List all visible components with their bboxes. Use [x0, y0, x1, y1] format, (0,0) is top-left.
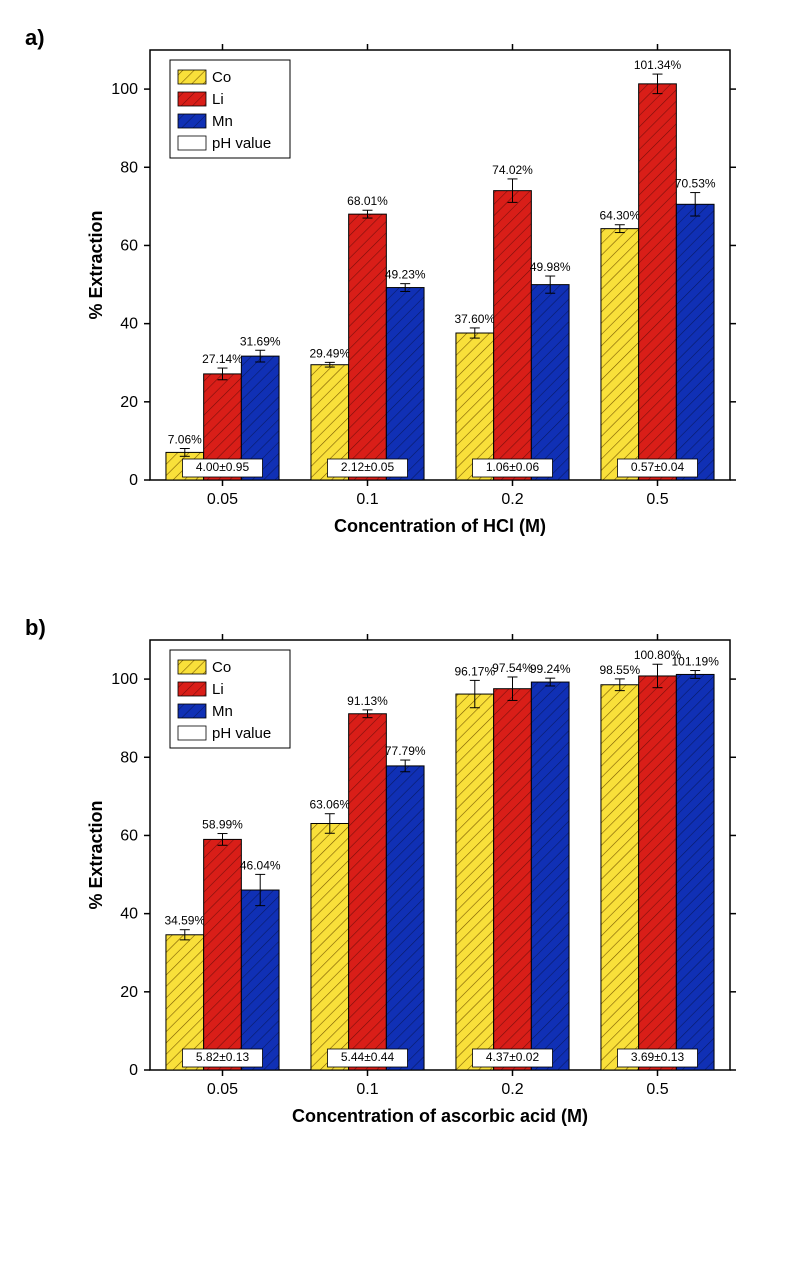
- bar-value-label: 49.98%: [530, 260, 571, 274]
- svg-text:80: 80: [120, 159, 138, 176]
- legend: Co Li Mn pH value: [170, 650, 290, 748]
- ph-value-label: 5.44±0.44: [341, 1050, 395, 1064]
- bar-value-label: 29.49%: [309, 346, 350, 360]
- bar: [204, 839, 242, 1070]
- svg-text:60: 60: [120, 237, 138, 254]
- svg-text:0.05: 0.05: [207, 491, 238, 508]
- legend-item-label: pH value: [212, 725, 271, 742]
- bar: [386, 288, 424, 480]
- ph-value-label: 3.69±0.13: [631, 1050, 685, 1064]
- legend-item-label: Co: [212, 69, 231, 86]
- bar-value-label: 99.24%: [530, 662, 571, 676]
- x-axis-label: Concentration of HCl (M): [334, 516, 546, 536]
- bar-value-label: 101.34%: [634, 58, 682, 72]
- svg-text:0.2: 0.2: [501, 491, 523, 508]
- bar: [676, 674, 714, 1070]
- svg-text:0.2: 0.2: [501, 1081, 523, 1098]
- bar-value-label: 34.59%: [164, 914, 205, 928]
- svg-text:20: 20: [120, 984, 138, 1001]
- bar-value-label: 77.79%: [385, 744, 426, 758]
- bar: [639, 84, 677, 480]
- ph-value-label: 4.37±0.02: [486, 1050, 540, 1064]
- x-axis-label: Concentration of ascorbic acid (M): [292, 1106, 588, 1126]
- bar-value-label: 101.19%: [672, 655, 720, 669]
- legend-item-label: Mn: [212, 113, 233, 130]
- chart-panel: b) 0 20 40 60 80 100 0.05 0.1 0.2 0.5 34.59% 58.99% 4…: [20, 610, 767, 1140]
- bar: [456, 333, 494, 480]
- legend-item-label: Mn: [212, 703, 233, 720]
- bar: [531, 682, 569, 1070]
- y-axis-label: % Extraction: [86, 210, 106, 319]
- svg-text:100: 100: [111, 81, 138, 98]
- bar: [494, 689, 532, 1070]
- legend-item-label: pH value: [212, 135, 271, 152]
- bar: [456, 694, 494, 1070]
- bar-value-label: 74.02%: [492, 163, 533, 177]
- bar: [601, 229, 639, 480]
- legend-item-label: Li: [212, 91, 224, 108]
- bar: [531, 285, 569, 480]
- bar-value-label: 98.55%: [599, 663, 640, 677]
- bar: [494, 191, 532, 480]
- panel-letter: a): [25, 25, 45, 51]
- bar-value-label: 70.53%: [675, 177, 716, 191]
- panel-letter: b): [25, 615, 46, 641]
- ph-value-label: 4.00±0.95: [196, 460, 250, 474]
- svg-text:80: 80: [120, 749, 138, 766]
- bar: [601, 685, 639, 1070]
- ph-value-label: 2.12±0.05: [341, 460, 395, 474]
- bar-value-label: 97.54%: [492, 661, 533, 675]
- svg-text:0.1: 0.1: [356, 491, 378, 508]
- svg-text:40: 40: [120, 906, 138, 923]
- bar-value-label: 64.30%: [599, 209, 640, 223]
- bar-value-label: 7.06%: [168, 432, 202, 446]
- y-axis-label: % Extraction: [86, 800, 106, 909]
- bar: [639, 676, 677, 1070]
- bar: [241, 890, 279, 1070]
- bar-value-label: 31.69%: [240, 334, 281, 348]
- bar-value-label: 91.13%: [347, 694, 388, 708]
- chart-panel: a) 0 20 40 60 80 100 0.05 0.1 0.2 0.5 7.06% 27.14% 31…: [20, 20, 767, 550]
- ph-value-label: 5.82±0.13: [196, 1050, 250, 1064]
- chart-svg-wrap: 0 20 40 60 80 100 0.05 0.1 0.2 0.5 34.59% 58.99% 46.…: [80, 610, 720, 1140]
- bar-value-label: 49.23%: [385, 268, 426, 282]
- legend-item-label: Co: [212, 659, 231, 676]
- bar-value-label: 27.14%: [202, 352, 243, 366]
- svg-text:0.5: 0.5: [646, 1081, 668, 1098]
- ph-value-label: 1.06±0.06: [486, 460, 540, 474]
- bar-value-label: 58.99%: [202, 818, 243, 832]
- svg-text:0.05: 0.05: [207, 1081, 238, 1098]
- svg-text:20: 20: [120, 394, 138, 411]
- svg-text:0: 0: [129, 472, 138, 489]
- ph-value-label: 0.57±0.04: [631, 460, 685, 474]
- bar-value-label: 46.04%: [240, 858, 281, 872]
- bar: [311, 823, 349, 1070]
- svg-text:0: 0: [129, 1062, 138, 1079]
- bar-value-label: 37.60%: [454, 312, 495, 326]
- svg-text:100: 100: [111, 671, 138, 688]
- bar-value-label: 68.01%: [347, 194, 388, 208]
- legend: Co Li Mn pH value: [170, 60, 290, 158]
- bar: [349, 714, 387, 1070]
- bar: [676, 204, 714, 480]
- bar: [349, 214, 387, 480]
- bar-value-label: 96.17%: [454, 664, 495, 678]
- legend-item-label: Li: [212, 681, 224, 698]
- svg-text:40: 40: [120, 316, 138, 333]
- svg-text:0.1: 0.1: [356, 1081, 378, 1098]
- bar: [386, 766, 424, 1070]
- chart-svg-wrap: 0 20 40 60 80 100 0.05 0.1 0.2 0.5 7.06% 27.14% 31.6…: [80, 20, 720, 550]
- svg-text:0.5: 0.5: [646, 491, 668, 508]
- bar-value-label: 63.06%: [309, 798, 350, 812]
- svg-text:60: 60: [120, 827, 138, 844]
